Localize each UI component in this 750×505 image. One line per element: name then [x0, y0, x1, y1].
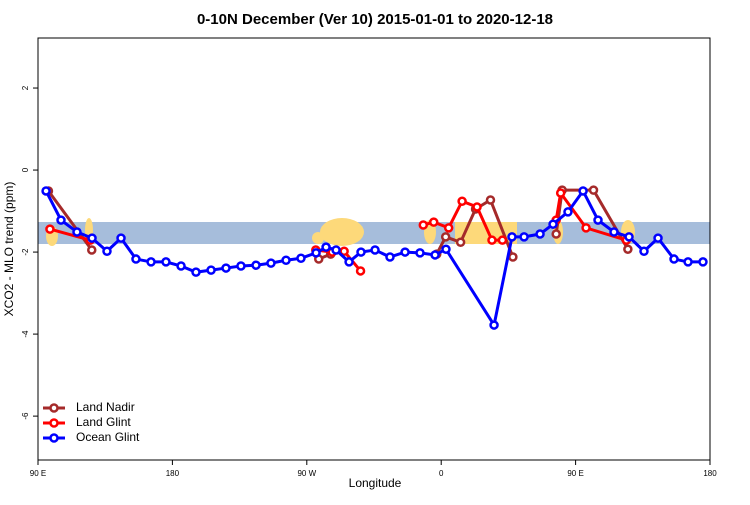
data-point	[236, 261, 246, 271]
y-tick-label: 2	[21, 85, 30, 90]
chart-title: 0-10N December (Ver 10) 2015-01-01 to 20…	[197, 11, 553, 28]
data-point	[698, 257, 708, 267]
data-point	[87, 233, 97, 243]
data-point	[370, 245, 380, 255]
x-tick-label: 180	[703, 469, 717, 478]
data-point	[251, 260, 261, 270]
data-point	[206, 265, 216, 275]
data-point	[555, 188, 566, 198]
data-point	[102, 246, 112, 257]
data-point	[609, 227, 619, 237]
data-point	[415, 248, 425, 258]
y-tick-label: -6	[21, 412, 30, 420]
y-axis-label: XCO2 - MLO trend (ppm)	[2, 182, 16, 317]
data-point	[441, 244, 451, 254]
data-point	[344, 257, 354, 267]
legend-label: Land Nadir	[76, 400, 135, 414]
data-point	[331, 245, 341, 255]
data-point	[548, 219, 558, 229]
x-tick-label: 90 E	[30, 469, 46, 478]
data-point	[281, 255, 291, 266]
data-point	[497, 235, 508, 245]
legend-marker	[49, 418, 59, 428]
legend-label: Ocean Glint	[76, 430, 140, 444]
data-point	[624, 232, 634, 242]
y-tick-label: 0	[21, 167, 30, 172]
x-tick-label: 0	[439, 469, 444, 478]
data-point	[146, 257, 156, 267]
x-tick-label: 90 E	[567, 469, 583, 478]
data-point	[455, 237, 466, 247]
data-point	[176, 261, 186, 271]
data-point	[440, 232, 451, 242]
data-point	[485, 195, 496, 205]
data-point	[563, 207, 573, 217]
data-point	[457, 196, 467, 206]
data-point	[428, 217, 439, 227]
data-point	[578, 186, 588, 196]
data-point	[653, 233, 663, 243]
data-point	[507, 232, 517, 242]
data-point	[296, 253, 306, 263]
data-point	[385, 252, 395, 262]
data-point	[161, 257, 171, 267]
data-point	[311, 248, 321, 258]
y-tick-label: -2	[21, 248, 30, 256]
data-point	[131, 254, 141, 264]
data-point	[472, 202, 482, 212]
legend-marker	[49, 403, 59, 413]
data-point	[623, 244, 633, 254]
data-point	[487, 235, 497, 245]
data-point	[266, 258, 276, 268]
data-point	[639, 246, 649, 257]
data-point	[669, 254, 679, 264]
legend-label: Land Glint	[76, 415, 131, 429]
plot-frame	[37, 37, 711, 461]
data-point	[221, 263, 231, 273]
data-point	[321, 242, 331, 252]
x-axis-label: Longitude	[349, 476, 402, 490]
legend-marker	[49, 433, 59, 443]
reference-band	[38, 222, 710, 244]
data-point	[489, 320, 499, 330]
x-tick-label: 180	[166, 469, 180, 478]
data-point	[56, 215, 66, 225]
data-point	[430, 250, 440, 260]
data-point	[588, 185, 599, 195]
data-point	[45, 224, 55, 234]
data-point	[72, 227, 82, 237]
data-point	[116, 233, 126, 243]
data-point	[519, 232, 529, 242]
x-tick-label: 90 W	[297, 469, 316, 478]
data-point	[41, 186, 51, 196]
data-point	[683, 257, 693, 267]
data-point	[418, 220, 429, 230]
y-tick-label: -4	[21, 330, 30, 338]
data-point	[581, 223, 591, 233]
data-point	[356, 247, 366, 257]
data-point	[551, 229, 561, 239]
data-point	[535, 229, 545, 239]
data-point	[400, 247, 410, 257]
data-point	[191, 267, 201, 277]
series-line	[47, 188, 630, 261]
data-point	[355, 266, 366, 276]
data-point	[593, 215, 603, 225]
data-point	[508, 252, 518, 262]
data-point	[87, 245, 97, 255]
data-point	[443, 223, 454, 233]
